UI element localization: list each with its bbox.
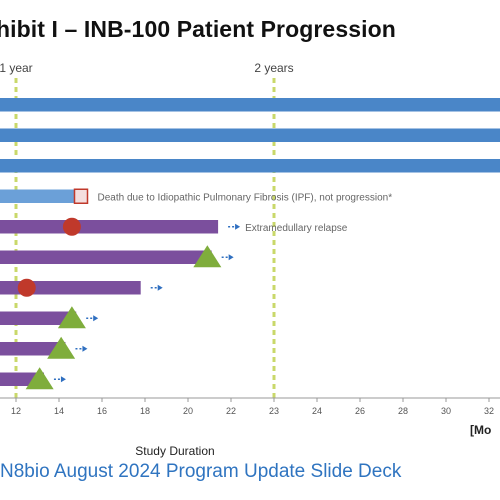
- arrow-head-5: [235, 223, 241, 230]
- response-marker-10: [25, 367, 54, 390]
- x-tick-label-11: 30: [441, 406, 451, 416]
- x-axis-unit: [Mo: [470, 423, 491, 437]
- x-tick-label-1: 12: [11, 406, 21, 416]
- bar-row-5: [0, 220, 219, 234]
- x-tick-label-7: 23: [269, 406, 279, 416]
- x-tick-label-9: 26: [355, 406, 365, 416]
- bar-row-6: [0, 250, 212, 264]
- bar-row-2: [0, 128, 500, 142]
- arrow-head-9: [82, 345, 88, 352]
- death-marker-4: [73, 188, 89, 204]
- x-tick-label-6: 22: [226, 406, 236, 416]
- x-tick-label-12: 32: [484, 406, 494, 416]
- x-tick-label-8: 24: [312, 406, 322, 416]
- bar-row-9: [0, 342, 66, 356]
- bar-row-4: [0, 189, 81, 203]
- response-marker-8: [57, 306, 86, 329]
- x-tick-label-5: 20: [183, 406, 193, 416]
- x-tick-label-10: 28: [398, 406, 408, 416]
- response-marker-9: [47, 336, 76, 359]
- x-tick-label-4: 18: [140, 406, 150, 416]
- arrow-head-7: [157, 284, 163, 291]
- labels: 1 year 2 years Death due to Idiopathic Pul…: [0, 61, 494, 458]
- footer-caption: N8bio August 2024 Program Update Slide D…: [0, 461, 402, 482]
- bars: [0, 98, 500, 390]
- bar-row-7: [0, 281, 141, 295]
- reference-label-1: 1 year: [0, 61, 33, 75]
- bar-annotation-5: Extramedullary relapse: [245, 223, 348, 234]
- x-tick-label-3: 16: [97, 406, 107, 416]
- reference-label-2: 2 years: [254, 61, 293, 75]
- x-axis: [0, 397, 500, 402]
- arrow-head-10: [60, 376, 66, 383]
- response-marker-6: [193, 245, 222, 268]
- x-axis-label: Study Duration: [135, 444, 214, 458]
- arrow-head-8: [93, 315, 99, 322]
- chart-title: hibit I – INB-100 Patient Progression: [0, 16, 396, 42]
- bar-row-1: [0, 98, 500, 112]
- x-tick-label-2: 14: [54, 406, 64, 416]
- relapse-marker-5: [62, 217, 81, 236]
- bar-annotation-4: Death due to Idiopathic Pulmonary Fibros…: [98, 192, 393, 203]
- arrow-head-6: [228, 254, 234, 261]
- bar-row-8: [0, 311, 77, 325]
- bar-row-3: [0, 159, 500, 173]
- relapse-marker-7: [17, 278, 36, 297]
